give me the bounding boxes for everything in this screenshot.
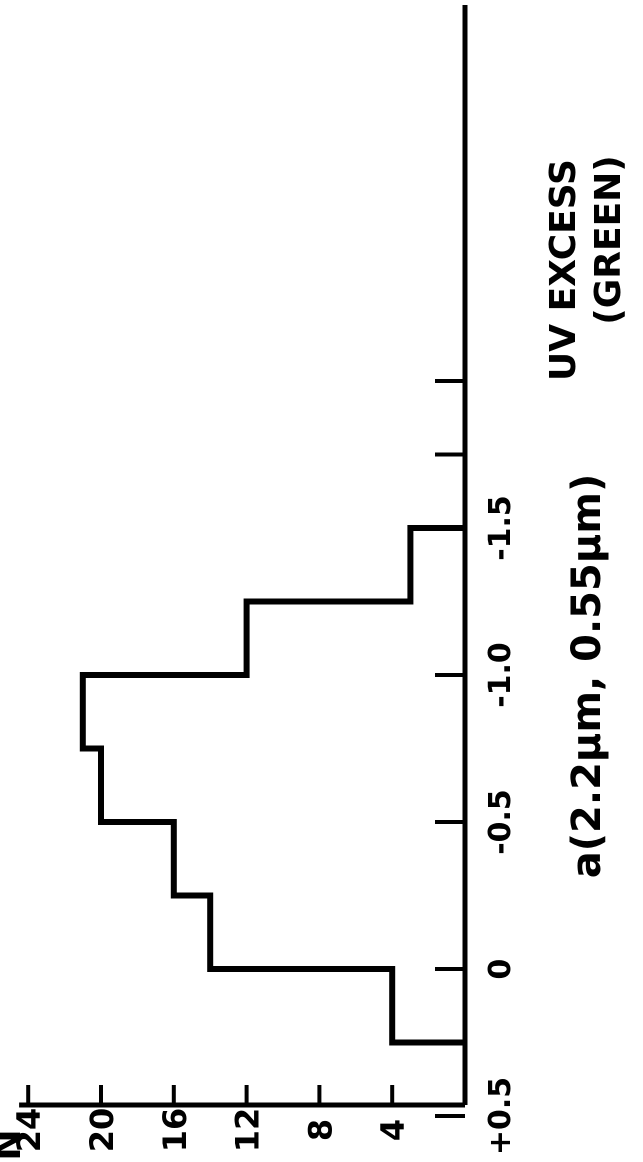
histogram-bar <box>410 528 465 602</box>
y-axis-ticks: 4 8 12 16 20 24 <box>10 1085 412 1152</box>
histogram-bars <box>83 528 465 1043</box>
y-tick-label: 4 <box>374 1119 412 1141</box>
histogram-bar <box>83 675 465 749</box>
x-axis-label: a(2.2μm, 0.55μm) <box>564 474 610 878</box>
histogram-bar <box>247 602 465 676</box>
plot-area: +0.5 0 -0.5 -1.0 -1.5 4 8 12 16 20 24 <box>10 5 518 1155</box>
y-tick-label: 24 <box>10 1108 48 1153</box>
chart-title: UV EXCESS <box>543 159 584 381</box>
x-tick-label: -1.5 <box>483 495 518 561</box>
histogram-bar <box>101 749 465 823</box>
x-tick-label: -0.5 <box>483 789 518 855</box>
x-tick-label: 0 <box>483 959 518 980</box>
x-axis-ticks: +0.5 0 -0.5 -1.0 -1.5 <box>435 379 518 1155</box>
y-tick-label: 8 <box>301 1119 339 1141</box>
histogram-bar <box>392 969 465 1043</box>
x-tick-label: -1.0 <box>483 642 518 708</box>
y-tick-label: 12 <box>229 1108 267 1153</box>
histogram-outline <box>79 525 465 1046</box>
y-tick-label: 16 <box>156 1108 194 1153</box>
histogram-bar <box>210 896 465 970</box>
y-axis-label: N <box>0 1129 29 1161</box>
y-tick-label: 20 <box>83 1108 121 1153</box>
chart-subtitle: (GREEN) <box>588 155 629 325</box>
x-tick-label: +0.5 <box>483 1077 518 1155</box>
histogram-bar <box>174 822 465 896</box>
